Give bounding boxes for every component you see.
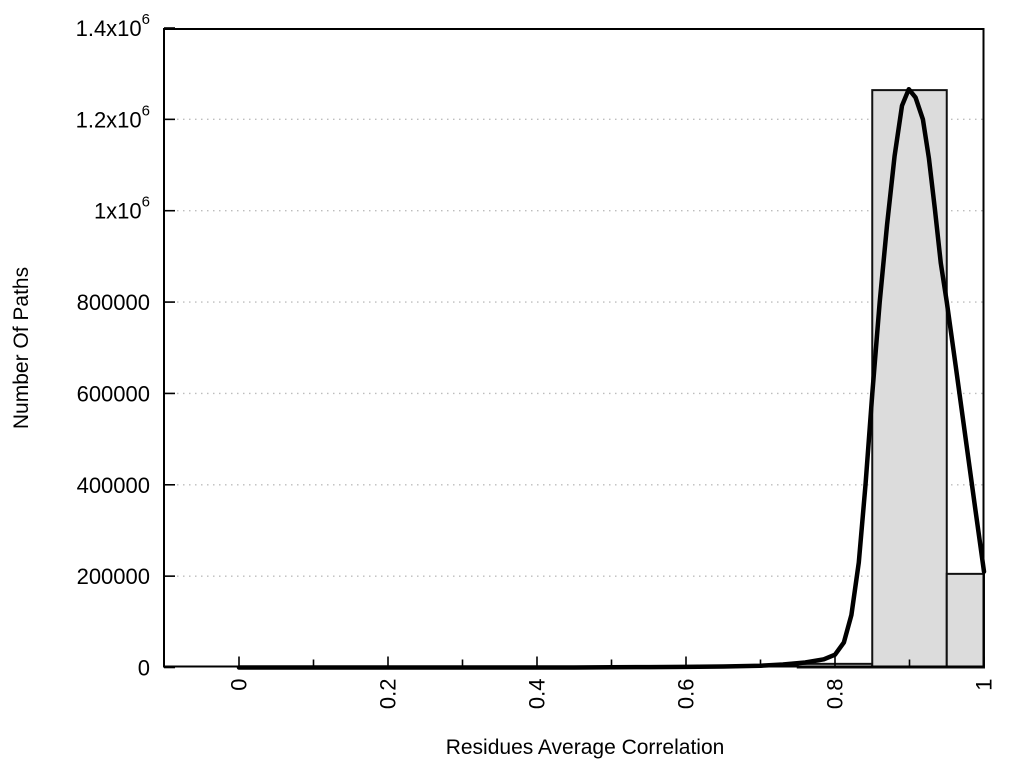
x-tick-label: 0.6 — [674, 679, 699, 710]
y-tick-label: 1.2x106 — [76, 102, 150, 132]
x-tick-label: 0.4 — [525, 679, 550, 710]
y-tick-label: 1.4x106 — [76, 11, 150, 41]
x-tick-label: 1 — [972, 679, 997, 691]
x-tick-label: 0.2 — [376, 679, 401, 710]
y-tick-label: 400000 — [77, 472, 150, 497]
histogram-bar — [871, 89, 948, 669]
y-tick-label: 800000 — [77, 290, 150, 315]
y-tick-label: 0 — [138, 655, 150, 680]
x-tick-label: 0 — [227, 679, 252, 691]
plot-border — [163, 28, 985, 668]
y-axis-title: Number Of Paths — [10, 266, 33, 430]
y-tick-label: 1x106 — [94, 193, 150, 223]
x-axis-title: Residues Average Correlation — [445, 736, 725, 759]
histogram-bar — [945, 572, 985, 669]
y-tick-label: 200000 — [77, 564, 150, 589]
x-tick-label: 0.8 — [823, 679, 848, 710]
y-tick-label: 600000 — [77, 381, 150, 406]
